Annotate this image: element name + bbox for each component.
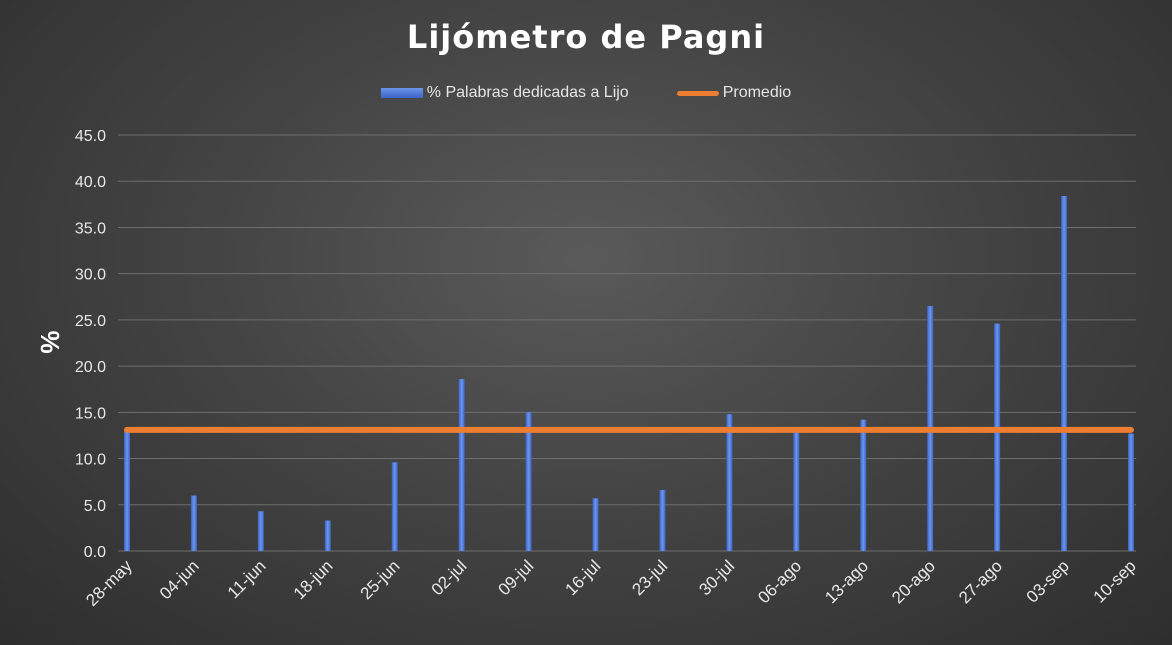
y-tick-label: 35.0 bbox=[75, 220, 106, 237]
gridlines bbox=[118, 134, 1136, 552]
bar bbox=[659, 489, 666, 551]
x-tick-label: 03-sep bbox=[1023, 556, 1073, 606]
legend-line-swatch bbox=[676, 90, 719, 96]
x-tick-label: 30-jul bbox=[695, 556, 738, 599]
legend: % Palabras dedicadas a Lijo Promedio bbox=[0, 84, 1172, 102]
legend-item-bars: % Palabras dedicadas a Lijo bbox=[380, 84, 629, 102]
y-tick-label: 40.0 bbox=[75, 174, 106, 191]
x-tick-label: 04-jun bbox=[156, 556, 203, 603]
y-tick-label: 0.0 bbox=[84, 544, 106, 561]
bar bbox=[793, 430, 800, 551]
bar bbox=[190, 495, 197, 551]
y-tick-label: 45.0 bbox=[75, 128, 106, 145]
bar bbox=[324, 520, 331, 551]
x-tick-label: 10-sep bbox=[1090, 556, 1140, 606]
x-tick-label: 13-ago bbox=[821, 556, 872, 607]
bar bbox=[592, 498, 599, 551]
x-tick-label: 16-jul bbox=[562, 556, 605, 599]
x-tick-labels: 28-may 04-jun 11-jun 18-jun 25-jun 02-jul 09-j… bbox=[82, 556, 1140, 610]
x-tick-label: 06-ago bbox=[754, 556, 805, 607]
bar bbox=[391, 462, 398, 551]
bar bbox=[1128, 433, 1134, 551]
legend-label-bars: % Palabras dedicadas a Lijo bbox=[426, 84, 629, 101]
x-tick-label: 23-jul bbox=[628, 556, 671, 599]
x-tick-label: 11-jun bbox=[224, 556, 270, 602]
y-tick-label: 10.0 bbox=[75, 452, 106, 469]
y-tick-labels: 0.0 5.0 10.0 15.0 20.0 25.0 30.0 35.0 40.0 45.0 bbox=[75, 128, 106, 561]
x-tick-label: 27-ago bbox=[955, 556, 1006, 607]
bar bbox=[124, 430, 130, 551]
bar bbox=[1061, 196, 1068, 551]
x-tick-label: 09-jul bbox=[495, 556, 538, 599]
x-tick-label: 25-jun bbox=[357, 556, 404, 603]
bar bbox=[860, 419, 867, 551]
x-tick-label: 28-may bbox=[82, 556, 136, 610]
bar bbox=[726, 414, 733, 551]
y-tick-label: 15.0 bbox=[75, 405, 106, 422]
legend-bar-swatch bbox=[380, 88, 423, 98]
x-tick-label: 02-jul bbox=[428, 556, 471, 599]
x-tick-label: 18-jun bbox=[290, 556, 337, 603]
y-tick-label: 5.0 bbox=[84, 498, 106, 515]
bar bbox=[458, 379, 465, 551]
y-tick-label: 20.0 bbox=[75, 359, 106, 376]
legend-item-average: Promedio bbox=[676, 84, 792, 102]
chart-title: Lijómetro de Pagni bbox=[406, 18, 766, 56]
bar-series bbox=[124, 196, 1134, 551]
legend-label-average: Promedio bbox=[722, 84, 792, 101]
bar bbox=[525, 412, 532, 551]
bar bbox=[257, 511, 264, 551]
y-tick-label: 25.0 bbox=[75, 313, 106, 330]
bar bbox=[994, 323, 1001, 551]
y-tick-label: 30.0 bbox=[75, 267, 106, 284]
x-tick-label: 20-ago bbox=[888, 556, 939, 607]
